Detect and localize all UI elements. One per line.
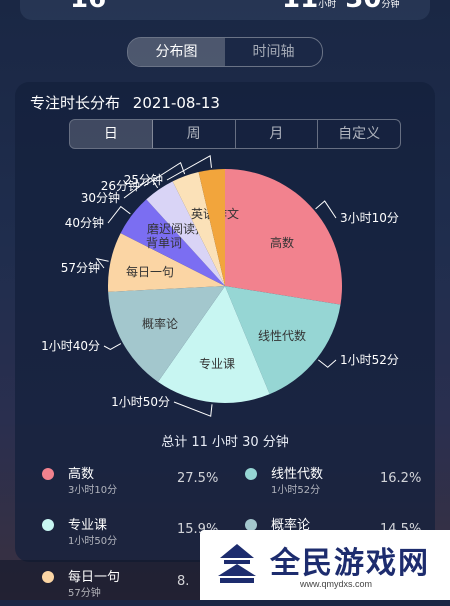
legend-item[interactable]: 高数 3小时10分 27.5%	[42, 463, 242, 503]
legend-name: 概率论	[271, 518, 311, 533]
tab-timeline[interactable]: 时间轴	[252, 44, 295, 60]
watermark-url: www.qmydxs.com	[300, 579, 373, 589]
watermark-text: 全民游戏网	[270, 546, 430, 581]
period-selector: 日 周 月 自定义	[69, 119, 401, 149]
legend-duration: 1小时52分	[271, 485, 321, 496]
legend-name: 每日一句	[68, 570, 121, 585]
tab-custom[interactable]: 自定义	[338, 126, 381, 142]
legend-percent: 27.5%	[177, 471, 219, 486]
legend-item[interactable]: 线性代数 1小时52分 16.2%	[245, 463, 445, 503]
view-toggle: 分布图 时间轴	[127, 37, 323, 67]
total-duration: 总计 11 小时 30 分钟	[161, 435, 289, 450]
legend-name: 线性代数	[271, 467, 324, 482]
legend-duration: 57分钟	[68, 588, 101, 599]
tab-distribution[interactable]: 分布图	[128, 38, 225, 66]
focus-count-value: 16	[70, 0, 106, 12]
legend-dot	[245, 468, 257, 480]
legend-item[interactable]: 每日一句 57分钟 8.	[42, 566, 242, 606]
tab-month[interactable]: 月	[236, 120, 319, 148]
card-title-text: 专注时长分布	[30, 94, 121, 112]
card-date: 2021-08-13	[132, 94, 220, 112]
legend-duration: 1小时50分	[68, 536, 118, 547]
legend-dot	[42, 468, 54, 480]
pagoda-logo-icon	[218, 544, 256, 583]
legend-percent: 16.2%	[380, 471, 422, 486]
legend-dot	[245, 519, 257, 531]
watermark-logo: 全民游戏网 www.qmydxs.com	[200, 530, 450, 600]
legend-dot	[42, 571, 54, 583]
focus-distribution-card: 专注时长分布 2021-08-13 日 周 月 自定义	[15, 82, 435, 562]
legend-duration: 3小时10分	[68, 485, 118, 496]
tab-week[interactable]: 周	[153, 120, 236, 148]
legend-name: 专业课	[68, 518, 108, 533]
tab-day[interactable]: 日	[70, 120, 153, 148]
legend-name: 高数	[68, 467, 95, 482]
legend-dot	[42, 519, 54, 531]
legend-percent: 8.	[177, 574, 190, 589]
card-title: 专注时长分布 2021-08-13	[30, 92, 228, 113]
